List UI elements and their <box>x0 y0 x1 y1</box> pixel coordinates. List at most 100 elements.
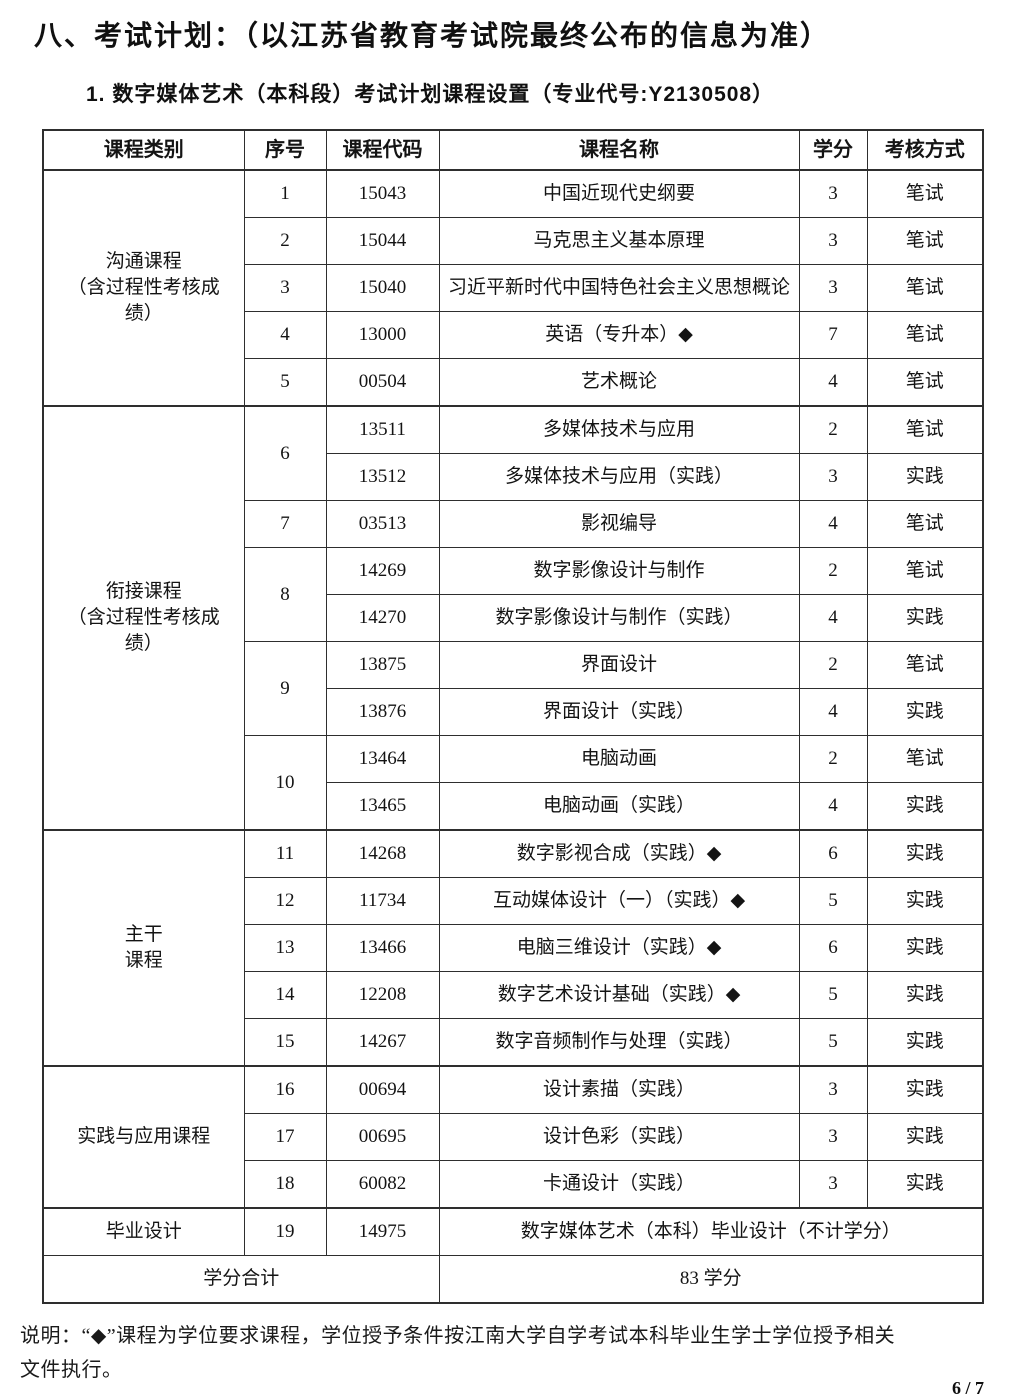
name-cell: 习近平新时代中国特色社会主义思想概论 <box>438 264 800 312</box>
name-cell: 数字影像设计与制作 <box>438 547 800 595</box>
code-cell: 13465 <box>325 782 440 831</box>
code-cell: 12208 <box>325 971 440 1019</box>
category-cell: 主干 课程 <box>42 829 245 1067</box>
course-row: 10 13464 电脑动画 2 笔试 <box>43 735 984 831</box>
code-cell: 15040 <box>325 264 440 312</box>
code-cell: 13512 <box>325 453 440 501</box>
method-cell: 笔试 <box>866 547 984 595</box>
credit-cell: 4 <box>798 500 868 548</box>
exam-table-body: 沟通课程 （含过程性考核成 绩） 1 15043 中国近现代史纲要 3 笔试 2 15044 马… <box>42 169 984 1304</box>
name-cell: 数字影视合成（实践）◆ <box>438 829 800 878</box>
seq-cell: 1 <box>243 169 327 218</box>
code-cell: 00504 <box>325 358 440 407</box>
code-cell: 13000 <box>325 311 440 359</box>
code-cell: 15043 <box>325 169 440 218</box>
code-cell: 13876 <box>325 688 440 736</box>
course-row: 14 12208 数字艺术设计基础（实践）◆ 5 实践 <box>43 971 984 1019</box>
name-cell: 马克思主义基本原理 <box>438 217 800 265</box>
name-cell: 影视编导 <box>438 500 800 548</box>
credit-cell: 4 <box>798 358 868 407</box>
course-row: 13876 界面设计（实践） 4 实践 <box>43 688 984 736</box>
method-cell: 实践 <box>866 924 984 972</box>
category-cell: 实践与应用课程 <box>42 1065 245 1209</box>
course-row: 4 13000 英语（专升本）◆ 7 笔试 <box>43 311 984 359</box>
credit-cell: 7 <box>798 311 868 359</box>
credit-cell: 5 <box>798 971 868 1019</box>
method-cell: 笔试 <box>866 169 984 218</box>
method-cell: 笔试 <box>866 264 984 312</box>
code-cell: 13875 <box>325 641 440 689</box>
seq-cell: 2 <box>243 217 327 265</box>
method-cell: 实践 <box>866 971 984 1019</box>
name-cell: 数字艺术设计基础（实践）◆ <box>438 971 800 1019</box>
name-cell: 数字媒体艺术（本科）毕业设计（不计学分） <box>438 1207 984 1256</box>
method-cell: 实践 <box>866 1113 984 1161</box>
name-cell: 设计色彩（实践） <box>438 1113 800 1161</box>
method-cell: 实践 <box>866 594 984 642</box>
seq-cell: 19 <box>243 1207 327 1256</box>
page-title: 八、考试计划：（以江苏省教育考试院最终公布的信息为准） <box>34 20 831 51</box>
method-cell: 笔试 <box>866 641 984 689</box>
code-cell: 03513 <box>325 500 440 548</box>
code-cell: 14268 <box>325 829 440 878</box>
code-cell: 13511 <box>325 405 440 454</box>
credit-cell: 2 <box>798 547 868 595</box>
method-cell: 实践 <box>866 688 984 736</box>
method-cell: 实践 <box>866 877 984 925</box>
code-cell: 13466 <box>325 924 440 972</box>
header-course-category: 课程类别 <box>42 129 245 171</box>
total-value-cell: 83 学分 <box>438 1255 984 1304</box>
seq-cell: 18 <box>243 1160 327 1209</box>
category-cell: 衔接课程 （含过程性考核成 绩） <box>42 405 245 831</box>
page-number: 6 / 7 <box>952 1378 985 1398</box>
seq-cell: 13 <box>243 924 327 972</box>
name-cell: 界面设计 <box>438 641 800 689</box>
course-row: 12 11734 互动媒体设计（一）（实践）◆ 5 实践 <box>43 877 984 925</box>
credit-cell: 2 <box>798 735 868 783</box>
name-cell: 艺术概论 <box>438 358 800 407</box>
seq-cell: 10 <box>243 735 327 831</box>
name-cell: 互动媒体设计（一）（实践）◆ <box>438 877 800 925</box>
name-cell: 电脑动画 <box>438 735 800 783</box>
code-cell: 14975 <box>325 1207 440 1256</box>
seq-cell: 9 <box>243 641 327 736</box>
course-row: 13512 多媒体技术与应用（实践） 3 实践 <box>43 453 984 501</box>
category-cell: 毕业设计 <box>42 1207 245 1256</box>
credit-cell: 2 <box>798 405 868 454</box>
code-cell: 11734 <box>325 877 440 925</box>
table-header-row: 课程类别 序号 课程代码 课程名称 学分 考核方式 <box>42 129 984 171</box>
method-cell: 笔试 <box>866 217 984 265</box>
seq-cell: 17 <box>243 1113 327 1161</box>
name-cell: 英语（专升本）◆ <box>438 311 800 359</box>
seq-cell: 4 <box>243 311 327 359</box>
course-row: 主干 课程 11 14268 数字影视合成（实践）◆ 6 实践 <box>42 829 984 1067</box>
method-cell: 实践 <box>866 1065 984 1114</box>
course-row: 5 00504 艺术概论 4 笔试 <box>43 358 984 407</box>
course-row: 毕业设计 19 14975 数字媒体艺术（本科）毕业设计（不计学分） <box>42 1207 984 1256</box>
credit-cell: 4 <box>798 594 868 642</box>
method-cell: 笔试 <box>866 500 984 548</box>
header-assessment-method: 考核方式 <box>866 129 984 171</box>
code-cell: 14270 <box>325 594 440 642</box>
code-cell: 13464 <box>325 735 440 783</box>
name-cell: 多媒体技术与应用（实践） <box>438 453 800 501</box>
method-cell: 笔试 <box>866 405 984 454</box>
credit-cell: 3 <box>798 1065 868 1114</box>
seq-cell: 12 <box>243 877 327 925</box>
code-cell: 15044 <box>325 217 440 265</box>
seq-cell: 16 <box>243 1065 327 1114</box>
course-row: 17 00695 设计色彩（实践） 3 实践 <box>43 1113 984 1161</box>
section-subtitle: 1. 数字媒体艺术（本科段）考试计划课程设置（专业代号:Y2130508） <box>86 83 775 106</box>
credit-cell: 3 <box>798 169 868 218</box>
code-cell: 14267 <box>325 1018 440 1067</box>
course-row: 沟通课程 （含过程性考核成 绩） 1 15043 中国近现代史纲要 3 笔试 <box>42 169 984 407</box>
course-row: 18 60082 卡通设计（实践） 3 实践 <box>43 1160 984 1209</box>
course-row: 2 15044 马克思主义基本原理 3 笔试 <box>43 217 984 265</box>
note-text: 说明：“◆”课程为学位要求课程，学位授予条件按江南大学自学考试本科毕业生学士学位… <box>20 1325 896 1381</box>
name-cell: 中国近现代史纲要 <box>438 169 800 218</box>
method-cell: 实践 <box>866 453 984 501</box>
name-cell: 电脑动画（实践） <box>438 782 800 831</box>
credit-cell: 4 <box>798 782 868 831</box>
credit-cell: 3 <box>798 1113 868 1161</box>
